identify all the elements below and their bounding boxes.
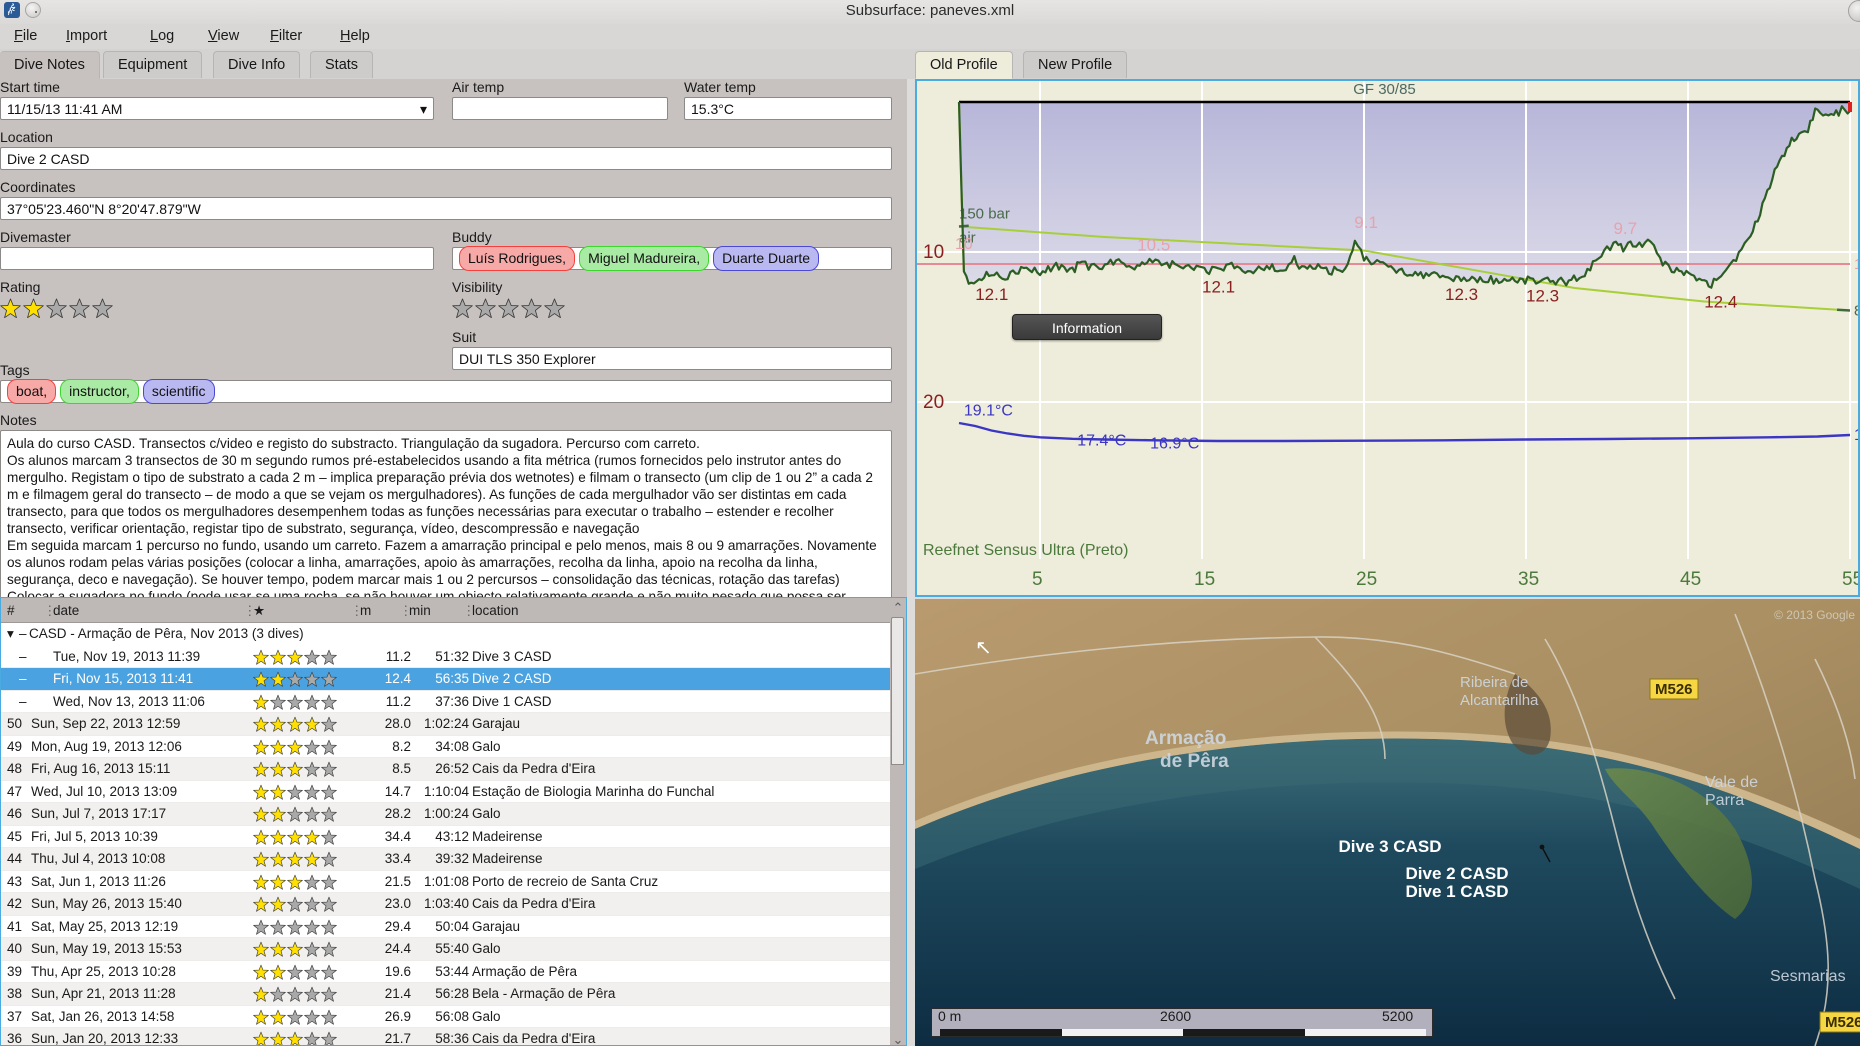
svg-text:10: 10 <box>923 242 944 263</box>
svg-text:9.1: 9.1 <box>1354 213 1378 232</box>
svg-text:© 2013 Google: © 2013 Google <box>1774 608 1855 622</box>
svg-text:Vale de: Vale de <box>1705 774 1758 791</box>
svg-text:35: 35 <box>1518 569 1539 590</box>
svg-text:12.4: 12.4 <box>1704 293 1737 312</box>
svg-text:de Pêra: de Pêra <box>1160 751 1229 772</box>
svg-text:150 bar: 150 bar <box>959 206 1010 223</box>
svg-text:Reefnet Sensus Ultra (Preto): Reefnet Sensus Ultra (Preto) <box>923 542 1128 559</box>
svg-text:10: 10 <box>955 236 973 253</box>
svg-text:80: 80 <box>1854 303 1860 320</box>
svg-text:12.1: 12.1 <box>1202 278 1235 297</box>
svg-text:GF 30/85: GF 30/85 <box>1353 81 1416 98</box>
svg-text:10.8m: 10.8m <box>1854 256 1860 273</box>
svg-text:25: 25 <box>1356 569 1377 590</box>
svg-text:Parra: Parra <box>1705 792 1744 809</box>
svg-text:9.7: 9.7 <box>1613 219 1637 238</box>
svg-text:Ribeira de: Ribeira de <box>1460 674 1528 691</box>
svg-text:Dive 1 CASD: Dive 1 CASD <box>1406 882 1509 901</box>
svg-text:19.1°C: 19.1°C <box>964 403 1013 420</box>
svg-text:15: 15 <box>1194 569 1215 590</box>
svg-text:20: 20 <box>923 392 944 413</box>
svg-text:55: 55 <box>1842 569 1860 590</box>
svg-text:Alcantarilha: Alcantarilha <box>1460 692 1539 709</box>
svg-text:10.5: 10.5 <box>1137 236 1170 255</box>
svg-text:12.3: 12.3 <box>1445 285 1478 304</box>
svg-text:16: 16 <box>1854 427 1860 444</box>
svg-text:Sesmarias: Sesmarias <box>1770 968 1846 985</box>
svg-text:M526: M526 <box>1825 1014 1860 1031</box>
svg-text:12.3: 12.3 <box>1526 287 1559 306</box>
svg-text:Armação: Armação <box>1145 728 1226 749</box>
svg-text:16.9°C: 16.9°C <box>1150 436 1199 453</box>
svg-text:45: 45 <box>1680 569 1701 590</box>
svg-text:5: 5 <box>1032 569 1043 590</box>
svg-text:Dive 3 CASD: Dive 3 CASD <box>1339 837 1442 856</box>
svg-text:M526: M526 <box>1655 681 1693 698</box>
svg-text:17.4°C: 17.4°C <box>1077 433 1126 450</box>
svg-text:12.1: 12.1 <box>975 285 1008 304</box>
svg-text:Dive 2 CASD: Dive 2 CASD <box>1406 864 1509 883</box>
